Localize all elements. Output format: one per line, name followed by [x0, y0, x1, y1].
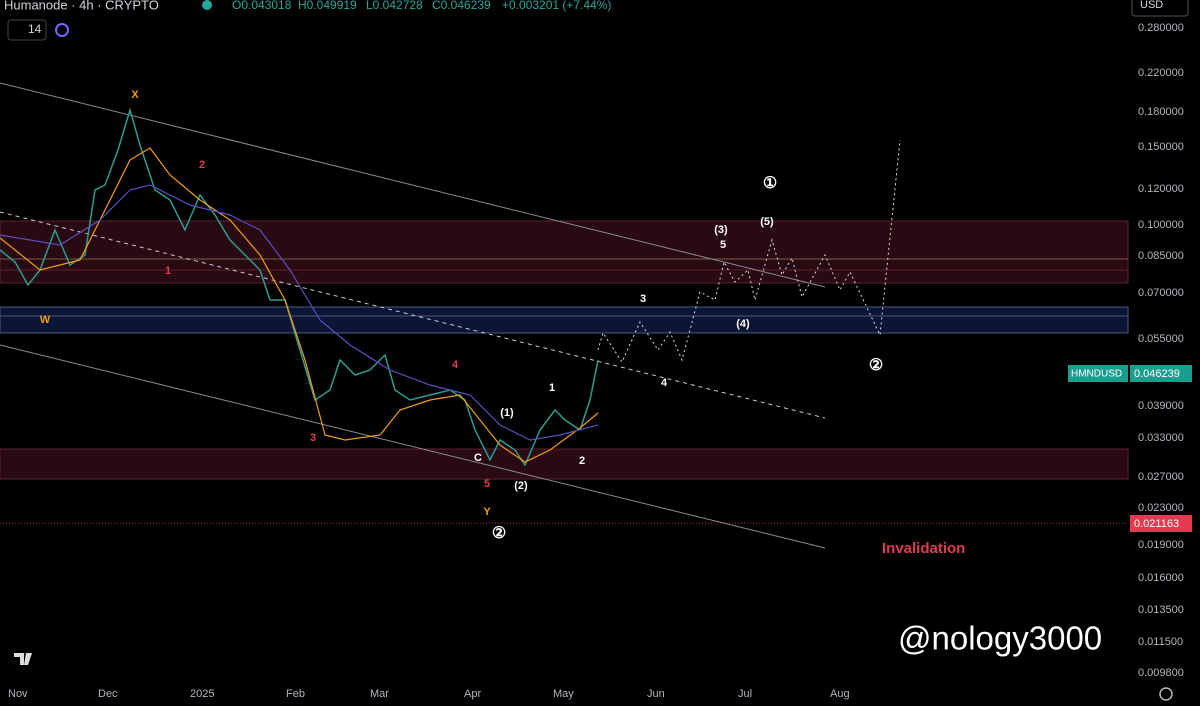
wave-label: 4 [452, 359, 459, 371]
ohlc-high: H0.049919 [298, 0, 357, 12]
price-label: 0.150000 [1138, 141, 1184, 153]
invalidation-price: 0.021163 [1134, 518, 1179, 530]
wave-label: (1) [500, 407, 514, 419]
price-label: 0.039000 [1138, 400, 1184, 412]
price-label: 0.100000 [1138, 219, 1184, 231]
channel-upper [0, 82, 826, 288]
resistance-zone [0, 220, 1129, 284]
time-label: Apr [464, 688, 481, 700]
price-line [0, 107, 599, 467]
wave-label: C [474, 452, 482, 464]
price-label: 0.120000 [1138, 183, 1184, 195]
wave-label: ② [869, 357, 883, 374]
symbol-badge [1068, 365, 1128, 382]
time-label: Nov [8, 688, 28, 700]
projection-path [597, 139, 901, 364]
tv-logo-mark [14, 653, 32, 665]
price-label: 0.220000 [1138, 67, 1184, 79]
wave-label: 2 [579, 455, 585, 467]
wave-label: (2) [514, 480, 528, 492]
indicator-value: 14 [28, 22, 42, 36]
wave-label: 3 [640, 293, 646, 305]
demand-zone [0, 448, 1129, 480]
price-badge [1130, 365, 1192, 382]
ohlc-low: L0.042728 [366, 0, 423, 12]
wave-label: 2 [199, 159, 205, 171]
wave-label: ① [763, 175, 777, 192]
wave-label: (4) [736, 318, 750, 330]
wave-label: 5 [720, 239, 726, 251]
badge-price: 0.046239 [1134, 368, 1180, 380]
indicator-icon [55, 23, 69, 37]
time-label: May [553, 688, 574, 700]
wave-label: 3 [310, 432, 316, 444]
wave-label: 5 [484, 478, 490, 490]
time-label: 2025 [190, 688, 214, 700]
badge-symbol: HMNDUSD [1071, 369, 1122, 380]
wave-label: Y [483, 506, 491, 518]
ohlc-change: +0.003201 (+7.44%) [502, 0, 611, 12]
ma-slow [0, 184, 599, 441]
price-label: 0.009800 [1138, 667, 1184, 679]
settings-icon [1159, 687, 1173, 701]
status-dot [202, 0, 212, 10]
price-label: 0.011500 [1138, 636, 1183, 648]
time-label: Jul [738, 688, 752, 700]
wave-label: (5) [760, 216, 774, 228]
invalidation-badge [1130, 515, 1192, 532]
wave-label: 1 [549, 382, 555, 394]
ohlc-open: O0.043018 [232, 0, 292, 12]
wave-label: X [131, 89, 139, 101]
indicator-box [7, 19, 47, 41]
price-label: 0.033000 [1138, 432, 1184, 444]
wave-label: ② [492, 525, 506, 542]
price-label: 0.013500 [1138, 604, 1184, 616]
ma-fast [0, 147, 599, 463]
price-label: 0.070000 [1138, 287, 1184, 299]
currency: USD [1140, 0, 1163, 11]
price-label: 0.016000 [1138, 572, 1184, 584]
time-label: Dec [98, 688, 118, 700]
invalidation-label: Invalidation [882, 540, 965, 557]
price-label: 0.180000 [1138, 106, 1184, 118]
wave-label: 4 [661, 377, 668, 389]
time-label: Jun [647, 688, 665, 700]
watermark: @nology3000 [898, 620, 1102, 657]
ohlc-close: C0.046239 [432, 0, 491, 12]
price-label: 0.027000 [1138, 471, 1184, 483]
wave-label: 1 [165, 265, 171, 277]
price-label: 0.280000 [1138, 22, 1184, 34]
time-label: Feb [286, 688, 305, 700]
price-label: 0.055000 [1138, 333, 1184, 345]
wave-label: (3) [714, 224, 728, 236]
channel-mid [0, 211, 826, 419]
time-label: Mar [370, 688, 389, 700]
support-zone [0, 306, 1129, 334]
channel-lower [0, 344, 826, 549]
symbol: Humanode · 4h · CRYPTO [4, 0, 159, 12]
price-label: 0.019000 [1138, 539, 1184, 551]
currency-box[interactable] [1131, 0, 1189, 17]
time-label: Aug [830, 688, 850, 700]
price-label: 0.023000 [1138, 502, 1184, 514]
price-label: 0.085000 [1138, 250, 1184, 262]
wave-label: W [40, 314, 51, 326]
